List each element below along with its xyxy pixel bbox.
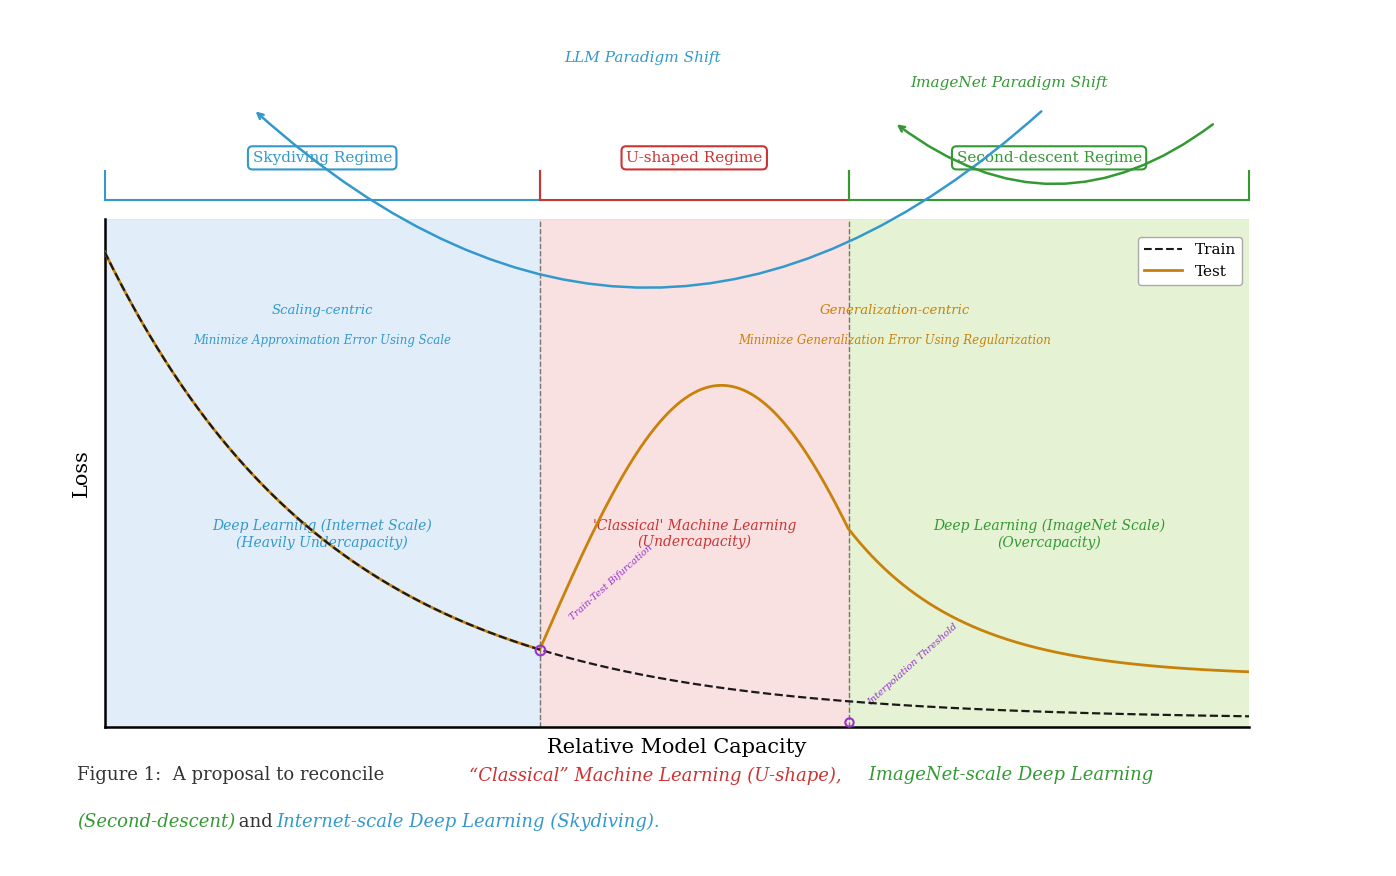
Text: Deep Learning (Internet Scale)
(Heavily Undercapacity): Deep Learning (Internet Scale) (Heavily … [212,519,433,549]
Bar [849,219,1249,727]
Text: and: and [233,813,279,831]
Text: (Second-descent): (Second-descent) [77,813,235,831]
Text: Internet-scale Deep Learning (Skydiving).: Internet-scale Deep Learning (Skydiving)… [276,813,660,831]
Text: Minimize Approximation Error Using Scale: Minimize Approximation Error Using Scale [193,335,451,348]
Text: Skydiving Regime: Skydiving Regime [253,151,392,165]
Legend: Train, Test: Train, Test [1138,237,1242,285]
Y-axis label: Loss: Loss [71,449,91,497]
Text: ImageNet Paradigm Shift: ImageNet Paradigm Shift [910,76,1108,90]
Text: Train-Test Bifurcation: Train-Test Bifurcation [568,542,655,622]
Text: Deep Learning (ImageNet Scale)
(Overcapacity): Deep Learning (ImageNet Scale) (Overcapa… [933,519,1166,549]
Text: Second-descent Regime: Second-descent Regime [956,151,1142,165]
Text: ImageNet-scale Deep Learning: ImageNet-scale Deep Learning [863,766,1153,785]
X-axis label: Relative Model Capacity: Relative Model Capacity [547,738,807,757]
Text: Generalization-centric: Generalization-centric [819,304,970,317]
Text: 'Classical' Machine Learning
(Undercapacity): 'Classical' Machine Learning (Undercapac… [592,519,796,549]
Text: Interpolation Threshold: Interpolation Threshold [866,622,959,707]
Text: Minimize Generalization Error Using Regularization: Minimize Generalization Error Using Regu… [738,335,1051,348]
Text: LLM Paradigm Shift: LLM Paradigm Shift [564,51,720,65]
Text: Figure 1:  A proposal to reconcile: Figure 1: A proposal to reconcile [77,766,389,785]
Bar [105,219,540,727]
Text: Scaling-centric: Scaling-centric [271,304,373,317]
Bar [540,219,849,727]
Text: U-shaped Regime: U-shaped Regime [625,151,762,165]
Text: “Classical” Machine Learning (U-shape),: “Classical” Machine Learning (U-shape), [469,766,842,785]
